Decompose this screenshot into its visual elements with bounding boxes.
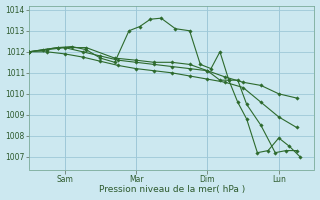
X-axis label: Pression niveau de la mer( hPa ): Pression niveau de la mer( hPa ) <box>99 185 245 194</box>
